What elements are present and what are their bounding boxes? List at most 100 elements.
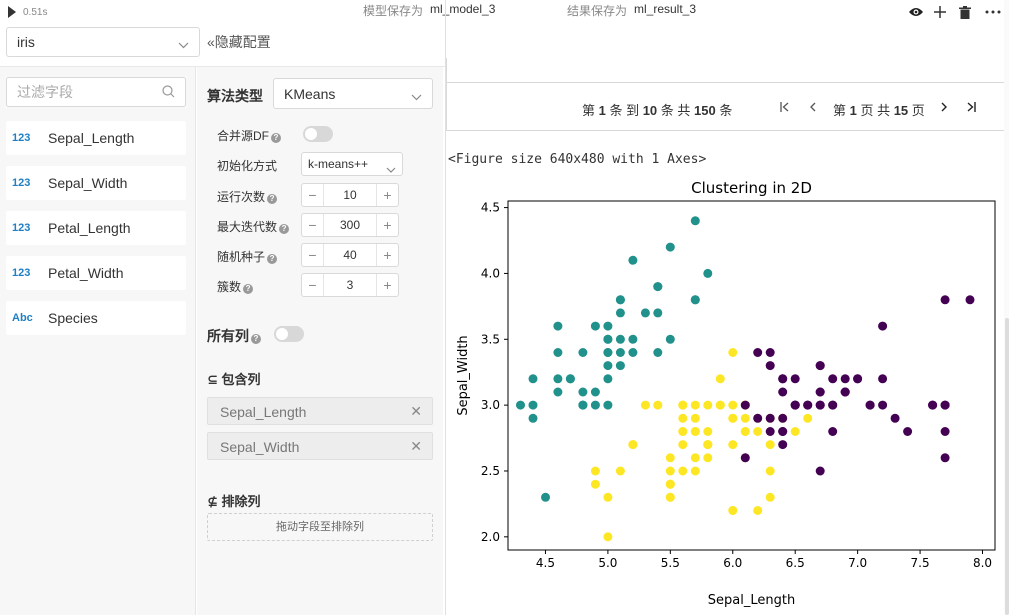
minus-icon[interactable]: − bbox=[302, 214, 324, 236]
exclude-drop-zone[interactable]: 拖动字段至排除列 bbox=[207, 513, 433, 541]
data-point bbox=[665, 453, 675, 463]
init-select[interactable]: k-means++ bbox=[301, 152, 403, 176]
close-icon[interactable]: ✕ bbox=[410, 403, 422, 419]
merge-source-toggle[interactable] bbox=[303, 126, 333, 142]
eye-icon[interactable] bbox=[907, 3, 925, 21]
more-icon[interactable] bbox=[984, 3, 1002, 21]
max-iter-stepper[interactable]: − 300 + bbox=[301, 213, 399, 237]
stepper-value[interactable]: 300 bbox=[339, 218, 361, 232]
data-point bbox=[653, 400, 663, 410]
y-tick-label: 3.5 bbox=[481, 332, 500, 346]
stepper-value[interactable]: 3 bbox=[346, 278, 354, 292]
data-point bbox=[840, 374, 850, 384]
algorithm-select[interactable]: KMeans bbox=[273, 78, 433, 109]
data-point bbox=[715, 400, 725, 410]
data-point bbox=[653, 282, 663, 292]
data-point bbox=[878, 400, 888, 410]
field-item-sepal-width[interactable]: 123 Sepal_Width bbox=[6, 166, 186, 200]
data-point bbox=[603, 532, 613, 542]
data-point bbox=[790, 427, 800, 436]
help-icon[interactable]: ? bbox=[243, 284, 254, 294]
data-point bbox=[778, 413, 788, 423]
scrollbar-track[interactable] bbox=[1004, 0, 1009, 615]
numeric-type-icon: 123 bbox=[12, 222, 31, 234]
tag-label: Sepal_Length bbox=[220, 404, 307, 420]
data-point bbox=[765, 492, 775, 502]
plus-icon[interactable]: + bbox=[376, 184, 398, 206]
stepper-value[interactable]: 40 bbox=[343, 248, 357, 262]
minus-icon[interactable]: − bbox=[302, 274, 324, 296]
field-item-species[interactable]: Abc Species bbox=[6, 301, 186, 335]
data-point bbox=[640, 308, 650, 318]
field-panel: 123 Sepal_Length 123 Sepal_Width 123 Pet… bbox=[0, 67, 196, 615]
first-page-icon[interactable] bbox=[777, 99, 793, 115]
data-point bbox=[603, 334, 613, 344]
search-icon[interactable] bbox=[162, 85, 175, 101]
pager-text: 页 bbox=[908, 103, 925, 118]
next-page-icon[interactable] bbox=[936, 99, 952, 115]
minus-icon[interactable]: − bbox=[302, 184, 324, 206]
data-point bbox=[553, 374, 563, 384]
exclude-title-text: 排除列 bbox=[221, 494, 261, 509]
hide-config-button[interactable]: «隐藏配置 bbox=[207, 32, 271, 52]
data-point bbox=[803, 413, 813, 423]
field-item-petal-length[interactable]: 123 Petal_Length bbox=[6, 211, 186, 245]
help-icon[interactable]: ? bbox=[267, 254, 278, 264]
field-item-petal-width[interactable]: 123 Petal_Width bbox=[6, 256, 186, 290]
numeric-type-icon: 123 bbox=[12, 267, 31, 279]
data-point bbox=[703, 453, 713, 463]
plus-icon[interactable]: + bbox=[376, 274, 398, 296]
data-point bbox=[940, 295, 950, 305]
data-point bbox=[765, 466, 775, 476]
pager-text: 条 bbox=[715, 103, 733, 118]
data-point bbox=[528, 413, 538, 423]
elapsed-time: 0.51s bbox=[23, 7, 48, 18]
data-point bbox=[628, 348, 638, 357]
data-point bbox=[590, 479, 600, 489]
include-title-text: 包含列 bbox=[221, 372, 261, 387]
result-save-label: 结果保存为 bbox=[567, 4, 628, 18]
chevron-down-icon bbox=[386, 160, 396, 176]
help-icon[interactable]: ? bbox=[279, 224, 290, 234]
pager-text: 条 共 bbox=[657, 103, 695, 118]
field-item-sepal-length[interactable]: 123 Sepal_Length bbox=[6, 121, 186, 155]
data-point bbox=[690, 413, 700, 423]
last-page-icon[interactable] bbox=[963, 99, 979, 115]
y-tick-label: 2.0 bbox=[481, 530, 500, 544]
data-point bbox=[528, 400, 538, 410]
chart-background bbox=[447, 172, 1002, 612]
data-point bbox=[603, 492, 613, 502]
plus-icon[interactable] bbox=[931, 3, 949, 21]
all-columns-toggle[interactable] bbox=[274, 326, 304, 342]
field-filter[interactable] bbox=[6, 77, 186, 107]
n-clusters-stepper[interactable]: − 3 + bbox=[301, 273, 399, 297]
data-point bbox=[578, 387, 588, 397]
pager-total: 150 bbox=[694, 103, 716, 118]
scrollbar-thumb[interactable] bbox=[1005, 318, 1009, 615]
model-save-value[interactable]: ml_model_3 bbox=[430, 2, 496, 16]
run-icon[interactable] bbox=[8, 6, 16, 18]
data-point bbox=[628, 255, 638, 265]
data-point bbox=[940, 427, 950, 436]
plus-icon[interactable]: + bbox=[376, 244, 398, 266]
pager-summary: 第 1 条 到 10 条 共 150 条 bbox=[582, 100, 732, 119]
data-point bbox=[578, 348, 588, 357]
field-filter-input[interactable] bbox=[17, 84, 157, 100]
plus-icon[interactable]: + bbox=[376, 214, 398, 236]
dataset-select[interactable]: iris bbox=[6, 27, 200, 57]
close-icon[interactable]: ✕ bbox=[410, 438, 422, 454]
help-icon[interactable]: ? bbox=[267, 194, 278, 204]
x-axis-label: Sepal_Length bbox=[708, 593, 795, 608]
data-point bbox=[740, 453, 750, 463]
data-point bbox=[815, 466, 825, 476]
n-init-stepper[interactable]: − 10 + bbox=[301, 183, 399, 207]
stepper-value[interactable]: 10 bbox=[343, 188, 357, 202]
result-save-value[interactable]: ml_result_3 bbox=[634, 2, 697, 16]
trash-icon[interactable] bbox=[956, 3, 974, 21]
minus-icon[interactable]: − bbox=[302, 244, 324, 266]
help-icon[interactable]: ? bbox=[271, 133, 281, 143]
random-seed-stepper[interactable]: − 40 + bbox=[301, 243, 399, 267]
help-icon[interactable]: ? bbox=[251, 334, 261, 344]
prev-page-icon[interactable] bbox=[805, 99, 821, 115]
data-point bbox=[703, 400, 713, 410]
